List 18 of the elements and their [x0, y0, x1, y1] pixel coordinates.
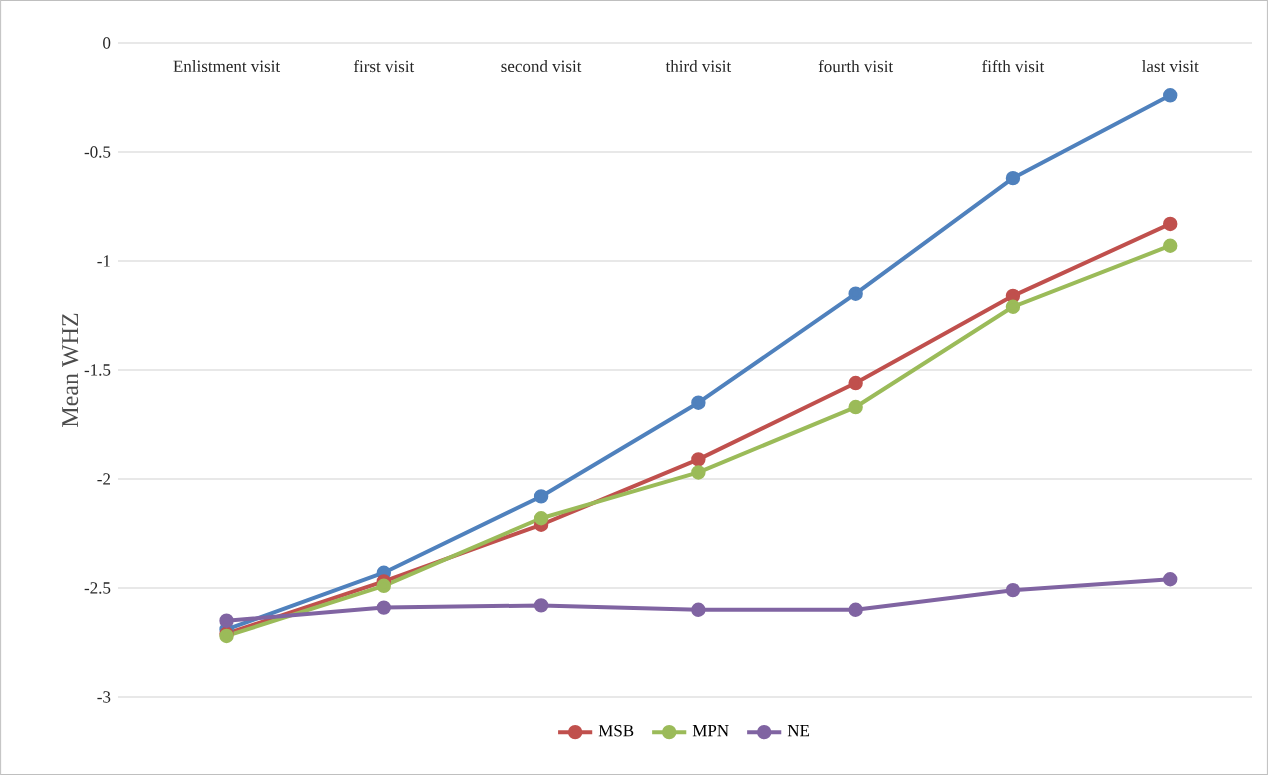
legend-label: NE: [787, 725, 810, 737]
y-tick-label: -1.5: [84, 364, 111, 376]
y-tick-label: -0.5: [84, 146, 111, 158]
y-axis-title: Mean WHZ: [62, 313, 79, 427]
legend-label: MSB: [598, 725, 634, 737]
x-tick-label: second visit: [501, 60, 582, 73]
y-tick-label: -1: [97, 255, 110, 267]
y-tick-label: -2.5: [84, 582, 111, 594]
x-tick-label: Enlistment visit: [173, 60, 281, 73]
x-tick-label: fourth visit: [818, 60, 894, 73]
y-tick-label: 0: [103, 37, 111, 49]
x-tick-label: fifth visit: [982, 60, 1045, 73]
legend-label: MPN: [692, 725, 729, 737]
x-tick-label: first visit: [353, 60, 415, 73]
x-tick-label: third visit: [665, 60, 732, 73]
y-tick-label: -2: [97, 473, 110, 485]
y-tick-label: -3: [97, 691, 111, 703]
x-tick-label: last visit: [1141, 60, 1199, 73]
